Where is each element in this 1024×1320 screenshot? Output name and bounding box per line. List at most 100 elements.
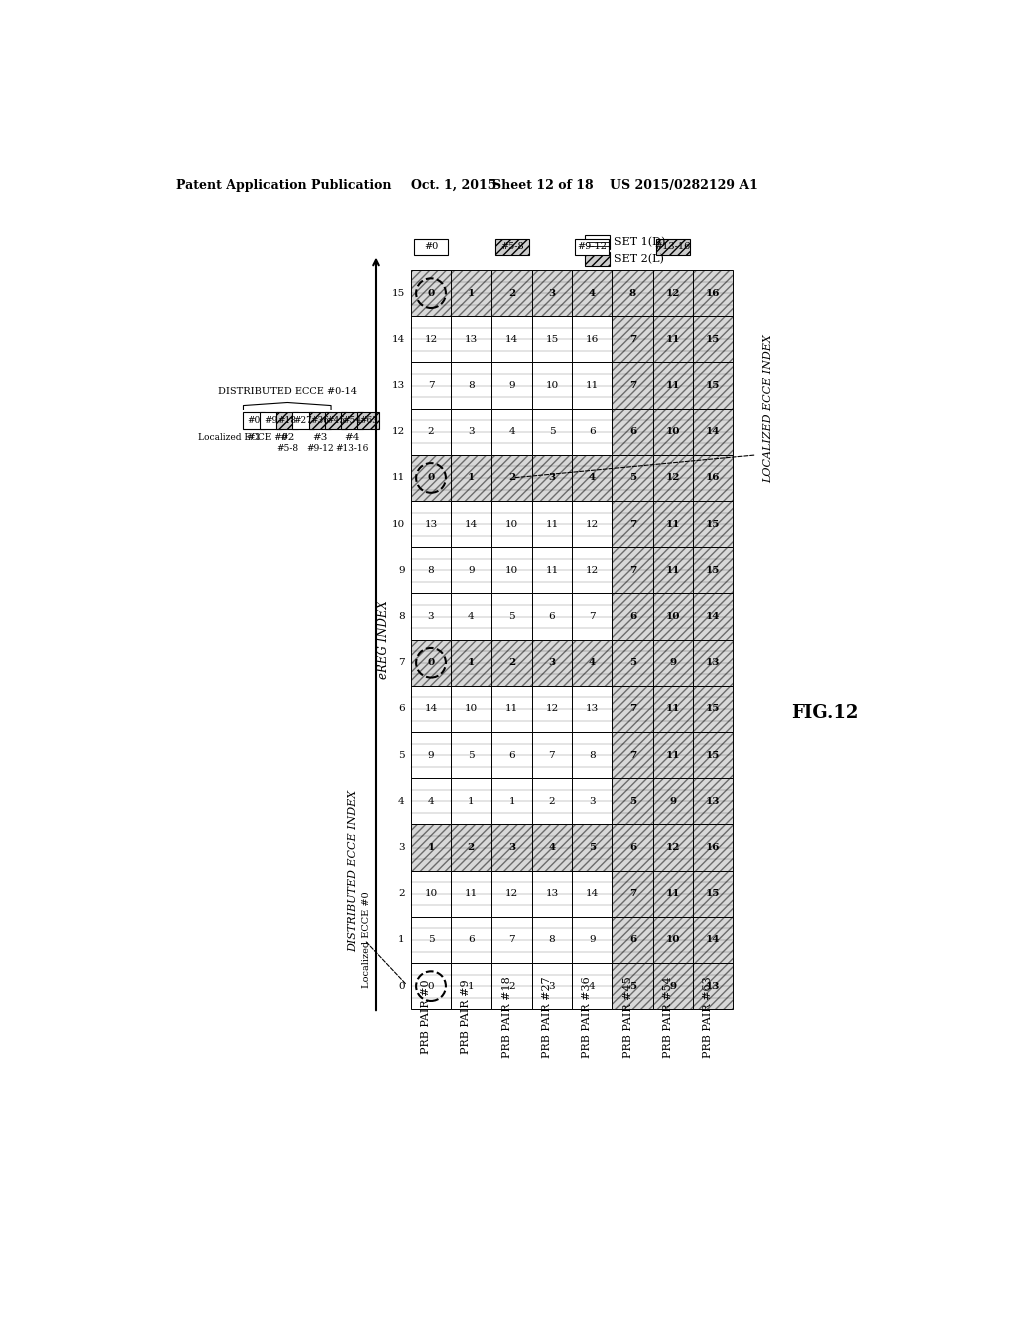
Text: 2: 2 <box>508 982 515 990</box>
Text: 8: 8 <box>629 289 636 297</box>
Text: 13: 13 <box>706 659 720 667</box>
Bar <box>411 686 452 733</box>
Bar <box>612 455 652 502</box>
Bar <box>612 825 652 871</box>
Bar <box>452 917 492 964</box>
Text: 10: 10 <box>391 520 404 528</box>
Bar <box>652 779 693 825</box>
Text: 12: 12 <box>666 843 680 851</box>
Text: 7: 7 <box>589 612 596 620</box>
Bar <box>492 455 531 502</box>
Bar <box>492 455 531 502</box>
Bar <box>693 502 733 548</box>
Bar <box>411 455 452 502</box>
Text: 3: 3 <box>549 289 555 297</box>
Text: 15: 15 <box>391 289 404 297</box>
Text: 6: 6 <box>629 843 636 851</box>
Bar <box>531 733 572 779</box>
Bar <box>693 640 733 686</box>
Bar <box>411 964 452 1010</box>
Bar <box>652 825 693 871</box>
Bar <box>325 412 346 429</box>
Bar <box>612 686 652 733</box>
Text: 14: 14 <box>706 428 720 436</box>
Bar <box>531 271 572 317</box>
Bar <box>492 640 531 686</box>
Bar <box>652 502 693 548</box>
Bar <box>693 409 733 455</box>
Bar <box>652 502 693 548</box>
Bar <box>652 548 693 594</box>
Bar <box>492 917 531 964</box>
Bar <box>572 409 612 455</box>
Bar <box>411 733 452 779</box>
Text: #3: #3 <box>312 433 328 442</box>
Bar <box>572 733 612 779</box>
Bar <box>652 594 693 640</box>
Bar <box>612 825 652 871</box>
Bar <box>612 363 652 409</box>
Bar <box>693 548 733 594</box>
Bar <box>693 271 733 317</box>
Bar <box>572 640 612 686</box>
Text: 6: 6 <box>398 705 404 713</box>
Text: 15: 15 <box>546 335 558 343</box>
Bar <box>693 363 733 409</box>
Text: US 2015/0282129 A1: US 2015/0282129 A1 <box>610 178 758 191</box>
Bar <box>411 871 452 917</box>
Text: #63: #63 <box>358 416 378 425</box>
Text: 0: 0 <box>428 982 434 990</box>
Text: Localized ECCE #0: Localized ECCE #0 <box>198 433 288 442</box>
Text: 13: 13 <box>465 335 478 343</box>
Text: 11: 11 <box>546 520 558 528</box>
Text: 12: 12 <box>586 520 599 528</box>
Bar <box>612 733 652 779</box>
Bar <box>492 502 531 548</box>
Text: 7: 7 <box>549 751 555 759</box>
Text: 5: 5 <box>629 659 636 667</box>
Text: 7: 7 <box>629 335 636 343</box>
Text: 6: 6 <box>589 428 596 436</box>
Text: PRB PAIR #36: PRB PAIR #36 <box>583 975 592 1057</box>
Bar <box>572 317 612 363</box>
Bar <box>693 733 733 779</box>
Text: 11: 11 <box>666 381 680 389</box>
Bar <box>693 271 733 317</box>
Text: 4: 4 <box>589 659 596 667</box>
Bar <box>357 412 379 429</box>
Bar <box>452 409 492 455</box>
Bar <box>693 548 733 594</box>
Text: 7: 7 <box>629 705 636 713</box>
Text: 13: 13 <box>706 797 720 805</box>
Text: 2: 2 <box>468 843 475 851</box>
Bar <box>586 252 610 267</box>
Text: 14: 14 <box>706 612 720 620</box>
Bar <box>411 825 452 871</box>
Bar <box>612 317 652 363</box>
Bar <box>652 686 693 733</box>
Text: #0: #0 <box>248 416 261 425</box>
Bar <box>612 917 652 964</box>
Text: 6: 6 <box>629 612 636 620</box>
Text: 10: 10 <box>465 705 478 713</box>
Text: 11: 11 <box>666 520 680 528</box>
Text: 0: 0 <box>427 474 434 482</box>
Text: 1: 1 <box>398 936 404 944</box>
Text: 3: 3 <box>508 843 515 851</box>
Text: 7: 7 <box>398 659 404 667</box>
Text: 6: 6 <box>508 751 515 759</box>
Text: 3: 3 <box>589 797 596 805</box>
Text: 11: 11 <box>465 890 478 898</box>
Text: 15: 15 <box>706 335 720 343</box>
Bar <box>586 252 610 267</box>
Bar <box>531 779 572 825</box>
Bar <box>652 964 693 1010</box>
Text: 13: 13 <box>391 381 404 389</box>
Text: 4: 4 <box>589 474 596 482</box>
Text: 12: 12 <box>505 890 518 898</box>
Text: 14: 14 <box>586 890 599 898</box>
Bar <box>693 640 733 686</box>
Bar <box>572 825 612 871</box>
Bar <box>572 455 612 502</box>
Bar <box>531 871 572 917</box>
